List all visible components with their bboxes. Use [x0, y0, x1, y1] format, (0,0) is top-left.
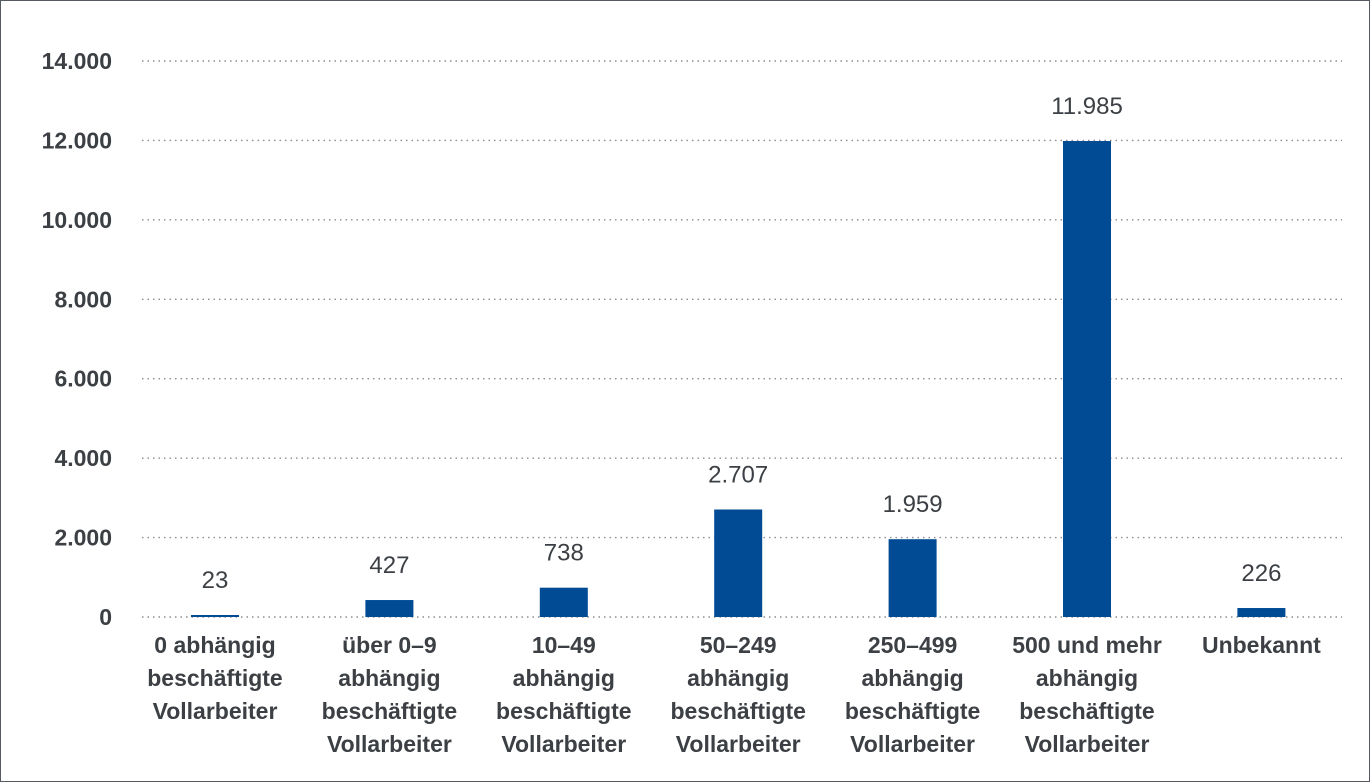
x-tick-label-line: 50–249: [700, 632, 777, 658]
y-tick-label: 0: [99, 604, 112, 630]
y-tick-label: 4.000: [54, 445, 112, 471]
y-tick-label: 12.000: [42, 127, 112, 153]
x-tick-label-line: über 0–9: [342, 632, 437, 658]
data-label: 1.959: [883, 491, 943, 518]
data-label: 738: [544, 540, 584, 567]
y-tick-label: 10.000: [42, 207, 112, 233]
x-tick-label: 500 und mehr abhängig beschäftigte Vollarbe…: [1012, 632, 1162, 757]
y-tick-label: 8.000: [54, 286, 112, 312]
x-tick-label-line: abhängig: [687, 665, 789, 691]
y-tick-label: 2.000: [54, 525, 112, 551]
x-tick-label-line: 500 und mehr: [1012, 632, 1162, 658]
x-tick-label-line: beschäftigte: [322, 698, 457, 724]
x-tick-label-line: Vollarbeiter: [501, 731, 626, 757]
x-tick-label-line: abhängig: [513, 665, 615, 691]
y-tick-label: 14.000: [42, 48, 112, 74]
bar: [714, 509, 763, 617]
x-tick-label-line: Vollarbeiter: [327, 731, 452, 757]
x-tick-label: über 0–9 abhängig beschäftigte Vollarbeiter: [322, 632, 457, 757]
x-tick-label-line: beschäftigte: [1019, 698, 1154, 724]
data-label: 427: [369, 552, 409, 579]
x-tick-label-line: Vollarbeiter: [676, 731, 801, 757]
x-tick-label-line: Vollarbeiter: [1025, 731, 1150, 757]
bar: [191, 615, 239, 617]
x-tick-label-line: Vollarbeiter: [850, 731, 975, 757]
x-tick-label-line: abhängig: [338, 665, 440, 691]
bar: [1063, 141, 1111, 617]
bar: [539, 587, 588, 617]
x-tick-label-line: 0 abhängig: [154, 632, 275, 658]
x-tick-label-line: beschäftigte: [845, 698, 980, 724]
y-tick-label: 6.000: [54, 366, 112, 392]
x-tick-label: 50–249 abhängig beschäftigte Vollarbeiter: [670, 632, 805, 757]
x-tick-label: 10–49 abhängig beschäftigte Vollarbeiter: [496, 632, 631, 757]
x-tick-label: 0 abhängig beschäftigte Vollarbeiter: [147, 632, 282, 724]
x-tick-label-line: abhängig: [1036, 665, 1138, 691]
x-tick-label-line: Unbekannt: [1202, 632, 1321, 658]
x-tick-label: Unbekannt: [1202, 632, 1321, 658]
x-tick-label: 250–499 abhängig beschäftigte Vollarbeiter: [845, 632, 980, 757]
x-tick-label-line: abhängig: [861, 665, 963, 691]
x-tick-label-line: 10–49: [532, 632, 596, 658]
x-tick-label-line: beschäftigte: [670, 698, 805, 724]
data-label: 226: [1241, 560, 1281, 587]
bar: [1237, 608, 1286, 617]
x-tick-label-line: beschäftigte: [496, 698, 631, 724]
x-tick-label-line: beschäftigte: [147, 665, 282, 691]
bar: [365, 600, 414, 617]
x-tick-label-line: Vollarbeiter: [153, 698, 278, 724]
data-label: 2.707: [708, 461, 768, 488]
data-label: 11.985: [1051, 93, 1123, 120]
bar: [888, 539, 937, 617]
x-tick-label-line: 250–499: [868, 632, 958, 658]
data-label: 23: [202, 567, 229, 594]
